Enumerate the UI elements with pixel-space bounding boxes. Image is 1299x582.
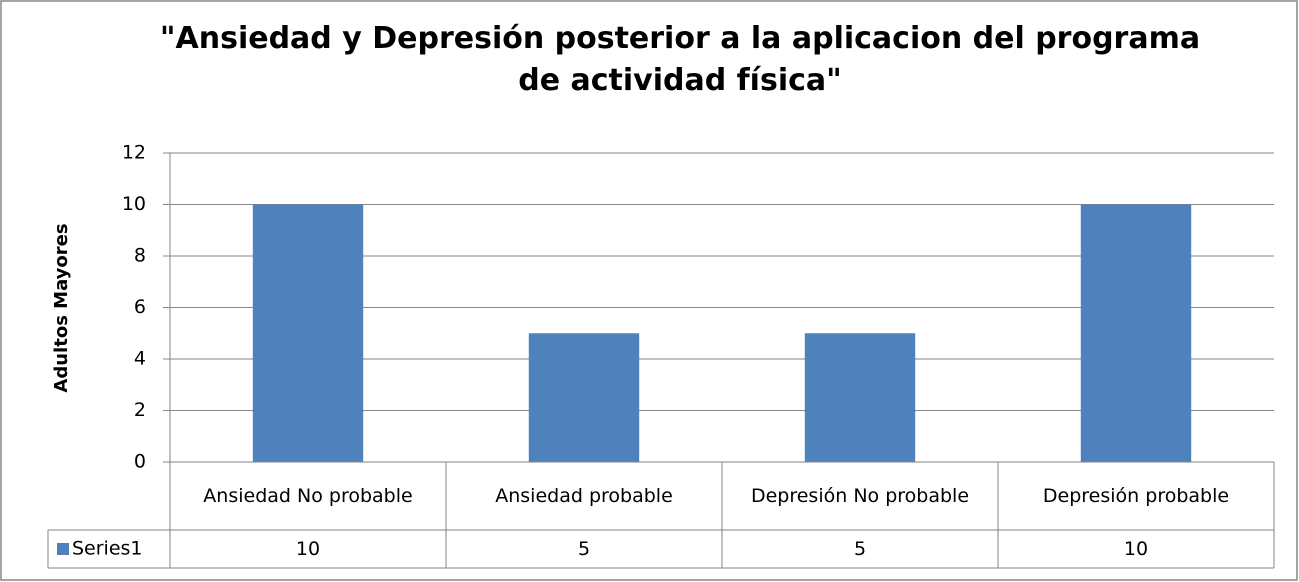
table-value: 5 bbox=[577, 538, 591, 560]
legend-label: Series1 bbox=[72, 538, 143, 560]
y-axis-label: Adultos Mayores bbox=[51, 223, 72, 392]
bar bbox=[252, 204, 364, 462]
y-tick-label: 2 bbox=[134, 399, 146, 421]
title-box: "Ansiedad y Depresión posterior a la apl… bbox=[159, 21, 1201, 98]
category-cell-box: Ansiedad probable bbox=[495, 485, 673, 507]
bar bbox=[1080, 204, 1192, 462]
category-cell: Ansiedad No probable bbox=[203, 485, 413, 507]
category-cell: Depresión No probable bbox=[750, 485, 970, 507]
chart-title: "Ansiedad y Depresión posterior a la apl… bbox=[159, 21, 1201, 98]
table-value-box: 5 bbox=[577, 538, 591, 560]
table-value-box: 10 bbox=[295, 538, 321, 560]
y-tick-label: 4 bbox=[134, 348, 146, 370]
table-value: 5 bbox=[853, 538, 867, 560]
category-cell: Depresión probable bbox=[1042, 485, 1230, 507]
table-value-box: 10 bbox=[1123, 538, 1149, 560]
y-tick-label: 8 bbox=[134, 245, 146, 267]
category-cell-box: Depresión No probable bbox=[750, 485, 970, 507]
legend-swatch bbox=[57, 543, 69, 555]
bar bbox=[804, 333, 916, 462]
category-cell: Ansiedad probable bbox=[495, 485, 673, 507]
y-tick-label: 12 bbox=[122, 142, 146, 164]
table-value-box: 5 bbox=[853, 538, 867, 560]
category-cell-box: Depresión probable bbox=[1042, 485, 1230, 507]
bar bbox=[528, 333, 640, 462]
category-cell-box: Ansiedad No probable bbox=[203, 485, 413, 507]
table-value: 10 bbox=[295, 538, 321, 560]
table-value: 10 bbox=[1123, 538, 1149, 560]
y-tick-label: 0 bbox=[134, 451, 146, 473]
y-tick-label: 10 bbox=[122, 193, 146, 215]
y-tick-label: 6 bbox=[134, 296, 146, 318]
